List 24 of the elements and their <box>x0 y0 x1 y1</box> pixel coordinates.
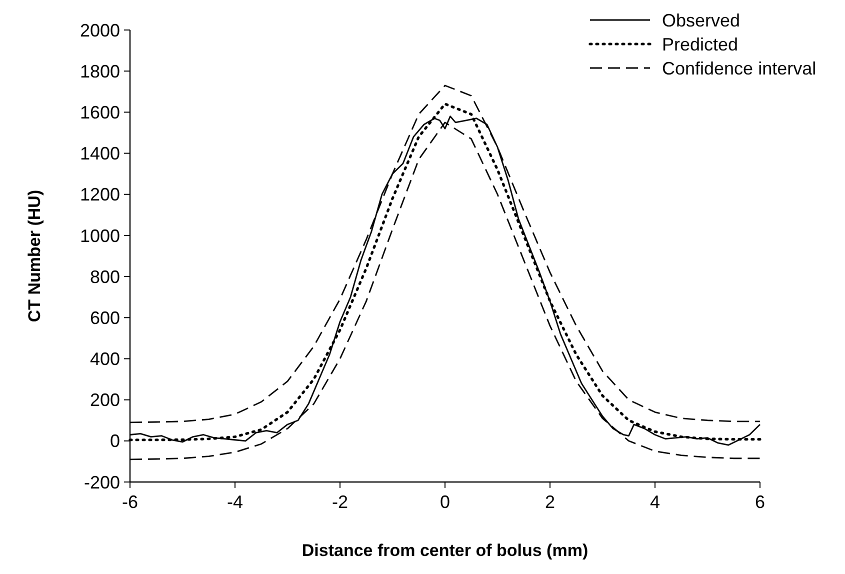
x-tick-label: 2 <box>544 492 556 512</box>
x-tick-label: 6 <box>754 492 766 512</box>
y-tick-label: 800 <box>90 266 120 287</box>
x-tick-label: -2 <box>332 492 348 512</box>
x-tick-label: -6 <box>122 492 138 512</box>
y-tick-label: 1600 <box>80 102 120 122</box>
legend-label: Observed <box>662 10 740 30</box>
y-tick-label: 1800 <box>80 61 120 82</box>
x-tick-label: 0 <box>440 492 450 512</box>
x-tick-label: -4 <box>226 492 244 512</box>
legend-label: Predicted <box>662 34 738 54</box>
y-tick-label: 200 <box>90 390 120 410</box>
y-tick-label: 0 <box>110 431 120 452</box>
y-tick-label: 1400 <box>80 144 120 164</box>
y-tick-label: -200 <box>84 472 120 492</box>
y-tick-label: 400 <box>90 349 120 370</box>
y-tick-label: 1200 <box>80 184 120 205</box>
y-tick-label: 1000 <box>80 226 120 246</box>
x-axis-title: Distance from center of bolus (mm) <box>302 541 588 560</box>
x-tick-label: 4 <box>650 492 660 512</box>
y-axis-title: CT Number (HU) <box>25 190 44 322</box>
legend-label: Confidence interval <box>662 58 816 78</box>
y-tick-label: 2000 <box>80 20 120 40</box>
y-tick-label: 600 <box>90 308 120 328</box>
